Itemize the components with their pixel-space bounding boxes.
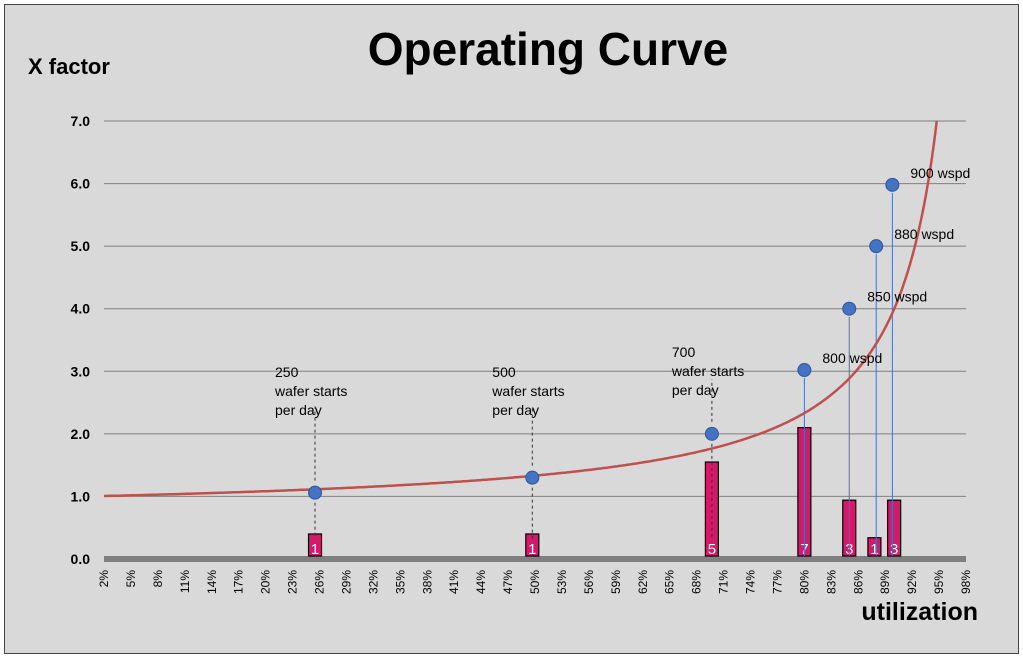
x-tick-label: 95% xyxy=(932,570,946,594)
x-tick-label: 32% xyxy=(366,570,380,594)
point-label: wafer starts xyxy=(274,383,347,399)
point-label: 880 wspd xyxy=(894,226,954,242)
point-label: per day xyxy=(492,402,539,418)
y-tick-label: 7.0 xyxy=(71,113,91,129)
bar-value-label: 3 xyxy=(890,541,898,558)
data-point xyxy=(797,363,812,378)
point-label: 900 wspd xyxy=(910,165,970,181)
x-tick-label: 5% xyxy=(124,570,138,588)
y-tick-label: 0.0 xyxy=(71,551,91,567)
x-tick-label: 29% xyxy=(339,570,353,594)
x-tick-label: 11% xyxy=(178,570,192,593)
point-labels: 250 wafer starts per day 500 wafer starts per… xyxy=(274,165,970,418)
curve xyxy=(104,120,938,498)
y-tick-label: 1.0 xyxy=(71,488,91,504)
points xyxy=(308,177,900,500)
x-tick-label: 74% xyxy=(744,570,758,594)
x-tick-label: 17% xyxy=(232,570,246,594)
x-tick-label: 47% xyxy=(501,570,515,594)
x-tick-labels: 2% 5% 8% 11% 14% 17% 20% 23% 26% 29% 32% 35% 38% 41% 4… xyxy=(97,570,973,594)
x-tick-label: 8% xyxy=(151,570,165,588)
bar xyxy=(887,499,902,557)
x-tick-label: 56% xyxy=(582,570,596,594)
y-tick-label: 5.0 xyxy=(71,238,91,254)
y-tick-label: 3.0 xyxy=(71,363,91,379)
x-tick-label: 80% xyxy=(797,570,811,594)
point-label: 700 xyxy=(672,344,696,360)
data-point xyxy=(842,301,857,316)
data-point xyxy=(885,177,900,192)
y-axis-title: X factor xyxy=(28,54,110,79)
x-tick-label: 92% xyxy=(905,570,919,594)
x-tick-label: 62% xyxy=(636,570,650,594)
data-point xyxy=(525,470,540,485)
x-tick-label: 71% xyxy=(717,570,731,594)
x-tick-label: 89% xyxy=(878,570,892,594)
x-axis-title: utilization xyxy=(861,598,978,626)
point-label: wafer starts xyxy=(491,383,564,399)
y-tick-label: 6.0 xyxy=(71,176,91,192)
bar xyxy=(525,533,540,557)
x-tick-label: 98% xyxy=(959,570,973,594)
x-tick-label: 86% xyxy=(851,570,865,594)
x-tick-label: 2% xyxy=(97,570,111,588)
point-label: per day xyxy=(672,382,719,398)
y-tick-labels: 0.0 1.0 2.0 3.0 4.0 5.0 6.0 7.0 xyxy=(71,113,91,567)
bar-value-label: 1 xyxy=(870,541,878,558)
gridlines xyxy=(104,120,966,562)
x-tick-label: 53% xyxy=(555,570,569,594)
point-label: 800 wspd xyxy=(822,350,882,366)
point-label: 250 xyxy=(275,364,299,380)
x-tick-label: 50% xyxy=(528,570,542,594)
bar-value-label: 1 xyxy=(311,541,319,558)
x-tick-label: 83% xyxy=(824,570,838,594)
x-tick-label: 20% xyxy=(259,570,273,594)
bar-value-label: 1 xyxy=(528,541,536,558)
point-label: 500 xyxy=(492,364,516,380)
x-tick-label: 59% xyxy=(609,570,623,594)
x-tick-label: 68% xyxy=(690,570,704,594)
data-point xyxy=(308,485,323,500)
point-label: per day xyxy=(275,402,322,418)
x-tick-label: 77% xyxy=(770,570,784,594)
x-tick-label: 65% xyxy=(663,570,677,594)
x-tick-label: 41% xyxy=(447,570,461,594)
guide-lines xyxy=(314,192,893,556)
data-point xyxy=(869,239,884,254)
x-tick-label: 35% xyxy=(393,570,407,594)
x-tick-label: 14% xyxy=(205,570,219,594)
y-tick-label: 4.0 xyxy=(71,301,91,317)
operating-curve-line xyxy=(104,120,938,498)
x-tick-label: 23% xyxy=(286,570,300,594)
chart-title: Operating Curve xyxy=(368,23,728,75)
x-tick-label: 38% xyxy=(420,570,434,594)
x-tick-label: 26% xyxy=(313,570,327,594)
point-label: 850 wspd xyxy=(867,289,927,305)
data-point xyxy=(704,426,719,441)
x-tick-label: 44% xyxy=(474,570,488,594)
point-label: wafer starts xyxy=(671,363,744,379)
bar xyxy=(867,537,882,557)
y-tick-label: 2.0 xyxy=(71,426,91,442)
bar-value-label: 5 xyxy=(708,541,716,558)
